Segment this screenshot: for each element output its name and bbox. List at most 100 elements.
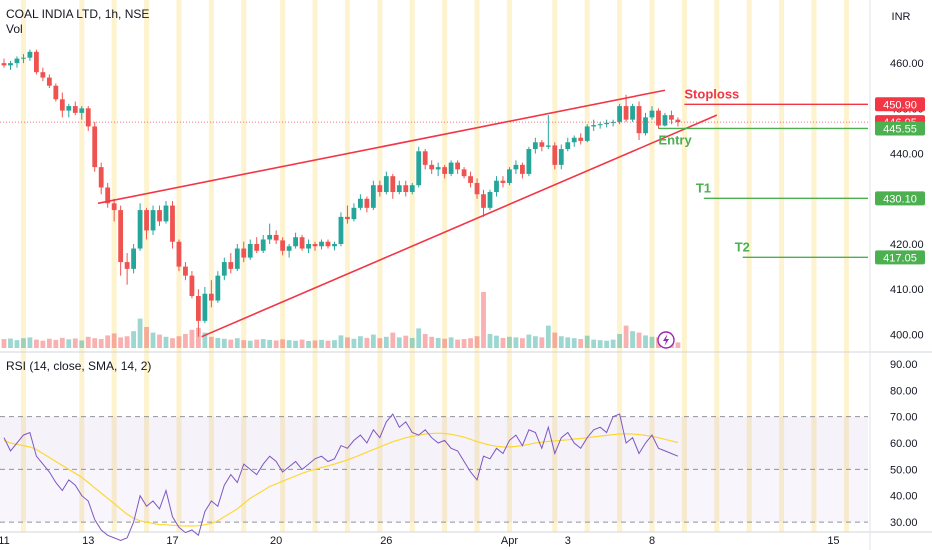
candle-41[interactable] bbox=[267, 234, 273, 240]
candle-52[interactable] bbox=[338, 216, 344, 244]
lightning-icon[interactable] bbox=[657, 331, 675, 349]
candle-97[interactable] bbox=[630, 106, 635, 120]
candle-8[interactable] bbox=[53, 85, 59, 100]
candle-17[interactable] bbox=[111, 203, 117, 211]
trendline-lower[interactable] bbox=[201, 114, 718, 338]
candle-27[interactable] bbox=[176, 241, 182, 267]
candle-32[interactable] bbox=[208, 293, 214, 301]
candle-43[interactable] bbox=[280, 240, 286, 251]
candle-56[interactable] bbox=[364, 198, 370, 208]
candle-89[interactable] bbox=[578, 137, 584, 141]
candle-4[interactable] bbox=[27, 51, 33, 58]
candle-12[interactable] bbox=[79, 108, 85, 113]
candle-28[interactable] bbox=[183, 266, 188, 276]
candle-59[interactable] bbox=[383, 176, 389, 192]
candle-79[interactable] bbox=[513, 164, 519, 170]
candle-53[interactable] bbox=[345, 216, 350, 220]
candle-11[interactable] bbox=[72, 106, 78, 113]
candle-46[interactable] bbox=[299, 237, 305, 249]
candle-69[interactable] bbox=[448, 162, 454, 174]
candle-73[interactable] bbox=[474, 182, 480, 195]
candle-58[interactable] bbox=[377, 185, 383, 192]
candle-9[interactable] bbox=[59, 99, 65, 111]
candle-92[interactable] bbox=[597, 124, 603, 126]
candle-85[interactable] bbox=[552, 145, 558, 165]
candle-45[interactable] bbox=[293, 237, 298, 247]
candle-65[interactable] bbox=[422, 151, 428, 165]
candle-15[interactable] bbox=[98, 167, 104, 188]
candle-68[interactable] bbox=[442, 167, 448, 174]
candle-86[interactable] bbox=[558, 149, 564, 165]
candle-101[interactable] bbox=[656, 110, 661, 126]
candle-20[interactable] bbox=[131, 248, 136, 269]
candle-63[interactable] bbox=[409, 185, 415, 192]
candle-13[interactable] bbox=[85, 108, 91, 127]
candle-95[interactable] bbox=[617, 106, 622, 122]
candle-91[interactable] bbox=[591, 125, 597, 127]
candle-42[interactable] bbox=[273, 234, 279, 241]
candle-50[interactable] bbox=[325, 241, 331, 247]
candle-5[interactable] bbox=[34, 51, 39, 73]
candle-98[interactable] bbox=[636, 106, 642, 134]
candle-60[interactable] bbox=[390, 176, 396, 192]
level-lines[interactable]: Stoploss Entry T1 T2 bbox=[0, 86, 868, 259]
candle-39[interactable] bbox=[254, 244, 260, 251]
candle-37[interactable] bbox=[241, 248, 247, 258]
candle-57[interactable] bbox=[370, 185, 376, 208]
candle-35[interactable] bbox=[228, 262, 234, 269]
candle-62[interactable] bbox=[403, 185, 409, 192]
candle-84[interactable] bbox=[545, 145, 551, 147]
candle-67[interactable] bbox=[435, 167, 441, 170]
candle-19[interactable] bbox=[124, 262, 130, 269]
candle-88[interactable] bbox=[571, 137, 577, 143]
trendlines[interactable] bbox=[97, 89, 718, 338]
candle-93[interactable] bbox=[604, 122, 610, 125]
candle-96[interactable] bbox=[623, 106, 629, 120]
candle-33[interactable] bbox=[215, 275, 221, 301]
candle-104[interactable] bbox=[675, 119, 681, 123]
candle-30[interactable] bbox=[196, 296, 201, 321]
candle-24[interactable] bbox=[157, 210, 162, 222]
candle-0[interactable] bbox=[1, 63, 7, 66]
candle-48[interactable] bbox=[312, 244, 318, 247]
candle-25[interactable] bbox=[163, 205, 169, 222]
candle-99[interactable] bbox=[643, 117, 648, 134]
candle-18[interactable] bbox=[118, 210, 124, 263]
candle-31[interactable] bbox=[202, 293, 208, 321]
candle-1[interactable] bbox=[8, 63, 13, 66]
candle-82[interactable] bbox=[532, 142, 538, 150]
candle-102[interactable] bbox=[662, 115, 668, 126]
candle-76[interactable] bbox=[494, 180, 499, 192]
trendline-upper[interactable] bbox=[97, 89, 666, 205]
candle-61[interactable] bbox=[396, 185, 402, 192]
candle-72[interactable] bbox=[468, 176, 473, 183]
candle-100[interactable] bbox=[649, 110, 655, 118]
candle-44[interactable] bbox=[286, 246, 292, 251]
candle-55[interactable] bbox=[358, 198, 363, 208]
currency-label[interactable]: INR bbox=[891, 11, 911, 23]
candle-64[interactable] bbox=[416, 151, 422, 186]
candle-74[interactable] bbox=[481, 194, 486, 208]
candle-51[interactable] bbox=[332, 244, 337, 247]
candle-103[interactable] bbox=[669, 115, 674, 120]
candle-70[interactable] bbox=[455, 162, 460, 170]
candle-10[interactable] bbox=[66, 106, 72, 111]
candle-14[interactable] bbox=[92, 126, 98, 168]
candle-7[interactable] bbox=[46, 77, 52, 86]
candle-6[interactable] bbox=[40, 72, 46, 78]
candle-49[interactable] bbox=[319, 241, 324, 247]
candle-80[interactable] bbox=[520, 164, 525, 174]
candle-2[interactable] bbox=[14, 58, 20, 64]
candle-34[interactable] bbox=[221, 262, 227, 276]
candle-87[interactable] bbox=[565, 142, 571, 150]
candle-3[interactable] bbox=[21, 57, 26, 59]
candle-29[interactable] bbox=[189, 275, 195, 296]
candle-47[interactable] bbox=[306, 244, 311, 249]
candle-78[interactable] bbox=[507, 169, 512, 183]
candle-81[interactable] bbox=[526, 149, 532, 174]
candle-90[interactable] bbox=[584, 126, 590, 141]
candles[interactable] bbox=[1, 49, 681, 337]
candle-40[interactable] bbox=[260, 239, 266, 251]
candle-16[interactable] bbox=[105, 187, 111, 204]
